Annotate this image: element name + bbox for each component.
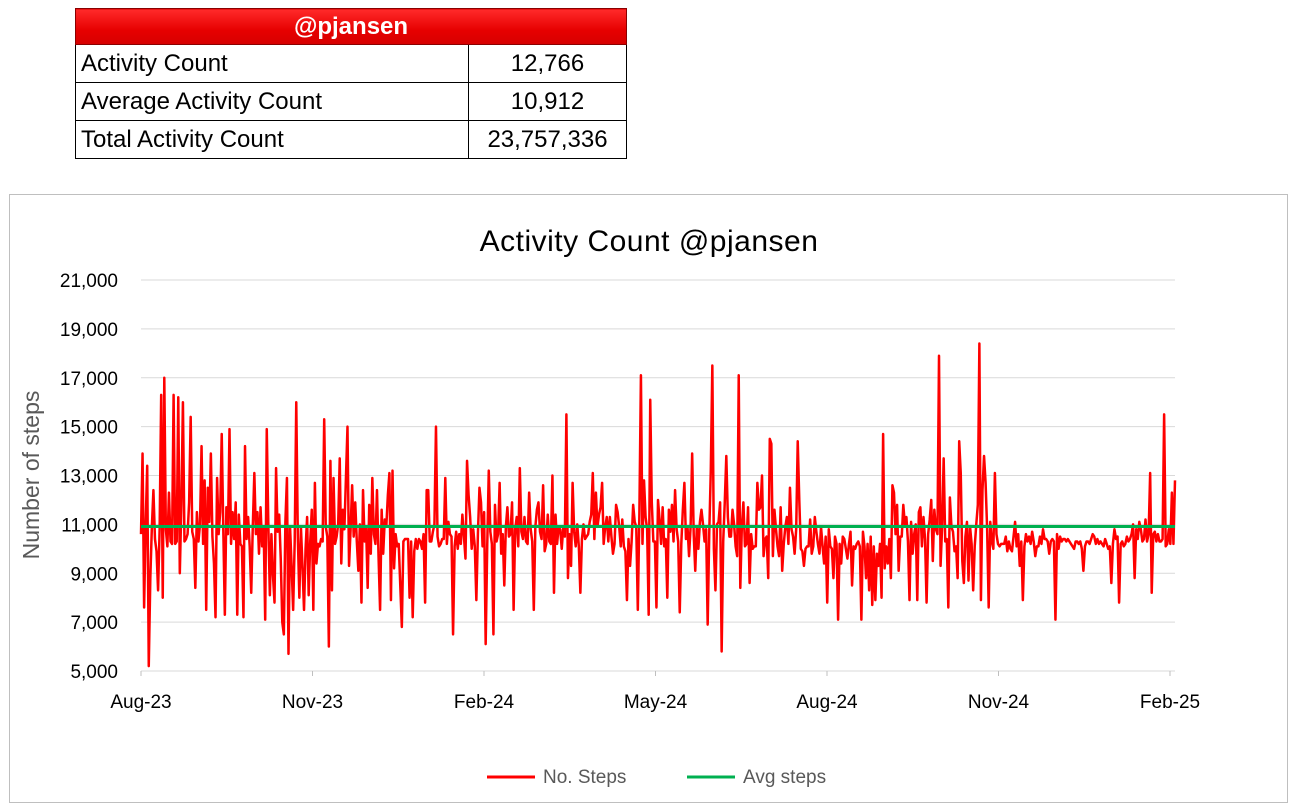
stats-table: @pjansen Activity Count 12,766 Average A… (75, 8, 627, 159)
stats-row: Average Activity Count 10,912 (75, 82, 627, 121)
x-axis-ticks: Aug-23 Nov-23 Feb-24 May-24 Aug-24 Nov-24 Feb-… (110, 670, 1200, 713)
stats-value: 10,912 (468, 82, 627, 121)
y-tick-label: 5,000 (70, 662, 118, 683)
y-tick-label: 15,000 (60, 418, 118, 439)
x-tick-label: Nov-23 (282, 692, 343, 713)
stats-value: 12,766 (468, 44, 627, 83)
x-tick-label: Feb-25 (1140, 692, 1200, 713)
series-lines (139, 342, 1177, 668)
series-line-steps (139, 342, 1177, 668)
y-tick-label: 19,000 (60, 320, 118, 341)
chart-title: Activity Count @pjansen (480, 225, 819, 258)
x-tick-label: Aug-24 (796, 692, 858, 713)
x-tick-label: Aug-23 (110, 692, 171, 713)
x-tick-label: Nov-24 (968, 692, 1030, 713)
stats-row: Total Activity Count 23,757,336 (75, 120, 627, 159)
y-tick-label: 17,000 (60, 369, 118, 390)
y-axis-ticks: 5,000 7,000 9,000 11,000 13,000 15,000 17,000 1… (60, 271, 118, 683)
legend: No. Steps Avg steps (487, 767, 826, 788)
stats-header: @pjansen (75, 8, 627, 45)
y-tick-label: 13,000 (60, 467, 118, 488)
y-tick-label: 9,000 (70, 564, 118, 585)
y-tick-label: 21,000 (60, 271, 118, 292)
y-axis-label: Number of steps (18, 391, 44, 560)
y-tick-label: 7,000 (70, 613, 118, 634)
x-tick-label: Feb-24 (454, 692, 515, 713)
stats-label: Average Activity Count (75, 82, 469, 121)
legend-label-avg: Avg steps (743, 767, 826, 788)
stats-value: 23,757,336 (468, 120, 627, 159)
legend-label-steps: No. Steps (543, 767, 626, 788)
stats-label: Total Activity Count (75, 120, 469, 159)
y-tick-label: 11,000 (61, 515, 118, 536)
x-tick-label: May-24 (624, 692, 688, 713)
